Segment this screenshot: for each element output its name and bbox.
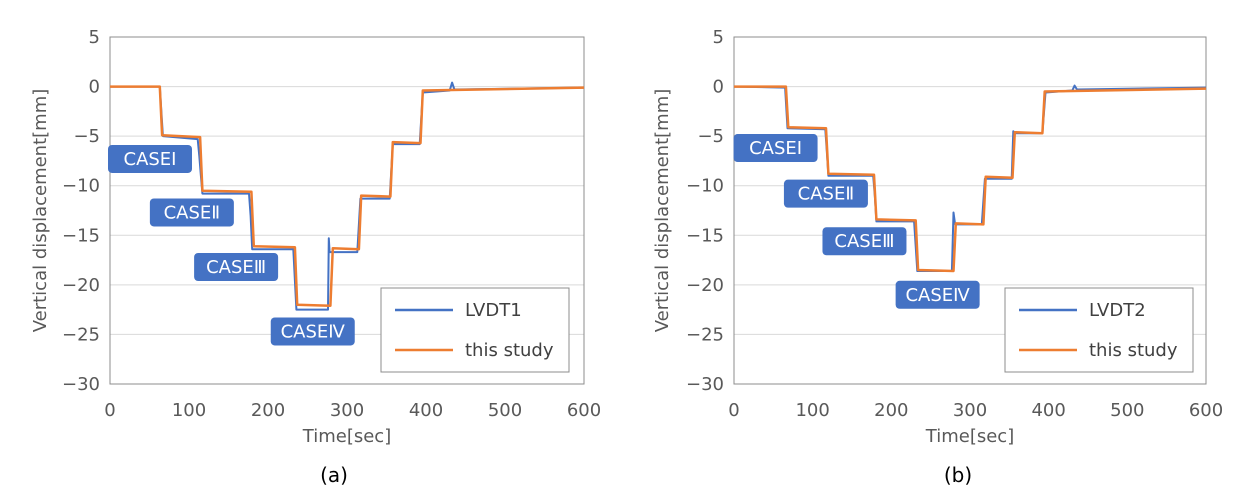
case-label-box: [783, 179, 868, 208]
plot-area-frame: [109, 36, 585, 385]
case-label: CASEⅠ: [749, 138, 802, 159]
x-tick-label: 300: [953, 400, 987, 421]
x-axis-title: Time[sec]: [925, 426, 1014, 447]
series-line-this-study: [110, 85, 585, 307]
y-tick-label: −15: [62, 225, 100, 246]
legend-box: [380, 287, 570, 373]
y-tick-label: −10: [62, 176, 100, 197]
x-tick-label: 400: [1031, 400, 1065, 421]
series-line-this-study: [734, 85, 1207, 273]
case-label: CASEⅡ: [164, 202, 221, 223]
case-label-box: [270, 317, 355, 346]
x-axis-title: Time[sec]: [302, 426, 391, 447]
case-label: CASEⅢ: [834, 231, 894, 252]
chart-panel-b: 50−5−10−15−20−25−300 100 200 300 400 500 600CA…: [652, 27, 1223, 487]
y-tick-label: −30: [62, 374, 100, 395]
x-tick-label: 100: [795, 400, 829, 421]
legend-box: [1004, 287, 1194, 373]
series-line-lvdt2: [733, 84, 1207, 272]
x-tick-label: 300: [330, 400, 364, 421]
y-tick-label: −5: [73, 126, 100, 147]
x-tick-label: 500: [1110, 400, 1144, 421]
case-label-box: [108, 144, 192, 173]
legend-label: LVDT1: [465, 300, 522, 321]
series-line-lvdt1: [110, 81, 585, 311]
x-tick-label: 600: [567, 400, 601, 421]
x-tick-label: 200: [251, 400, 285, 421]
y-tick-label: −25: [686, 324, 724, 345]
legend-label: LVDT2: [1089, 300, 1146, 321]
chart-panel-a: 50−5−10−15−20−25−300 100 200 300 400 500 600CA…: [30, 27, 601, 487]
y-tick-label: −10: [686, 176, 724, 197]
legend-label: this study: [465, 340, 554, 361]
y-tick-label: −15: [686, 225, 724, 246]
x-tick-label: 100: [172, 400, 206, 421]
case-label-box: [194, 253, 279, 282]
x-tick-label: 500: [488, 400, 522, 421]
x-tick-label: 0: [728, 400, 739, 421]
y-tick-label: 5: [713, 27, 724, 48]
x-tick-label: 200: [874, 400, 908, 421]
plot-area-frame: [733, 36, 1207, 385]
case-label-box: [149, 198, 234, 227]
y-tick-label: −5: [697, 126, 724, 147]
case-label-box: [822, 227, 907, 256]
y-axis-title: Vertical displacement[mm]: [652, 89, 673, 333]
x-tick-label: 0: [104, 400, 115, 421]
x-tick-label: 400: [409, 400, 443, 421]
case-label-box: [895, 280, 980, 309]
legend-label: this study: [1089, 340, 1178, 361]
y-tick-label: −30: [686, 374, 724, 395]
y-tick-label: −25: [62, 324, 100, 345]
y-tick-label: 5: [89, 27, 100, 48]
case-label: CASEⅡ: [798, 184, 855, 205]
case-label: CASEⅣ: [281, 321, 346, 342]
case-label: CASEⅣ: [905, 285, 970, 306]
panel-caption: (b): [944, 463, 972, 487]
panel-caption: (a): [320, 463, 348, 487]
y-tick-label: −20: [62, 275, 100, 296]
x-tick-label: 600: [1189, 400, 1223, 421]
case-label: CASEⅢ: [206, 257, 266, 278]
y-axis-title: Vertical displacement[mm]: [30, 89, 51, 333]
case-label-box: [733, 134, 818, 163]
case-label: CASEⅠ: [124, 149, 177, 170]
y-tick-label: 0: [713, 77, 724, 98]
y-tick-label: −20: [686, 275, 724, 296]
y-tick-label: 0: [89, 77, 100, 98]
